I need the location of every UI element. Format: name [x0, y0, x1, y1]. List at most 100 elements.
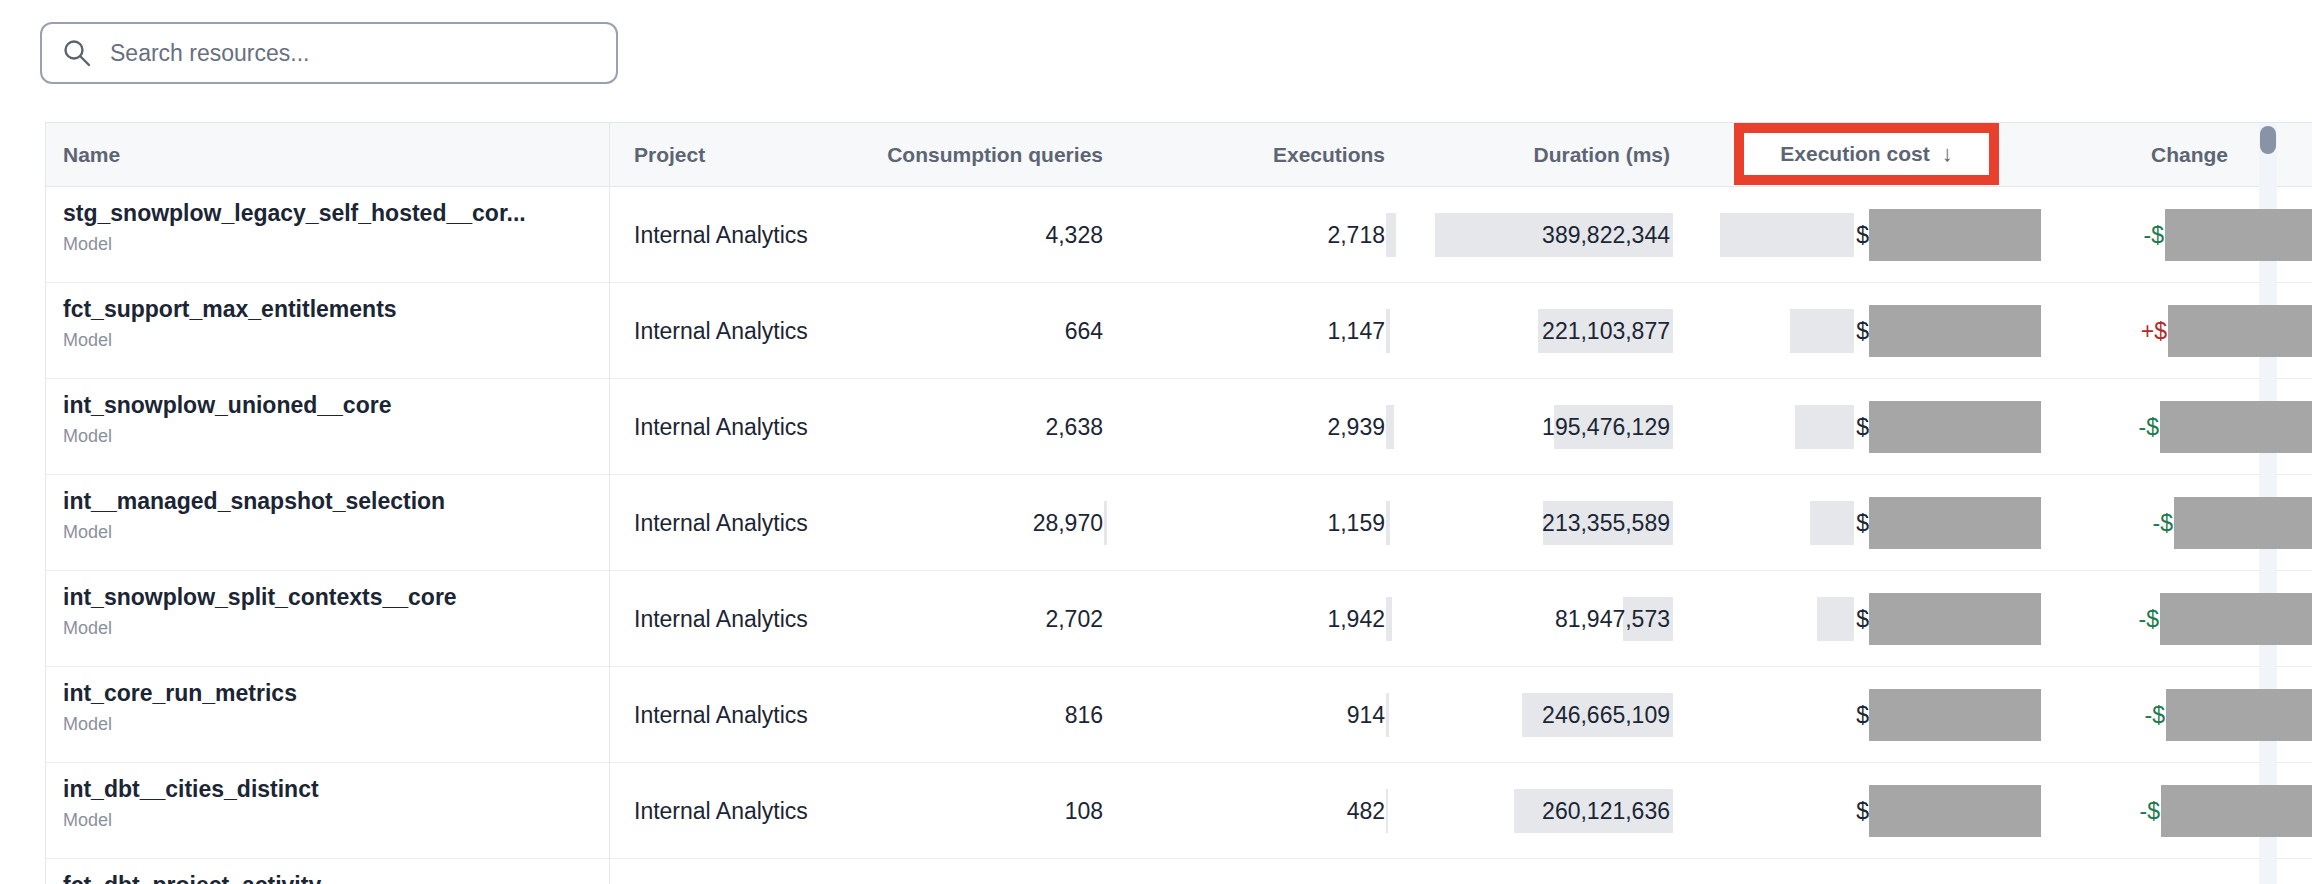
- change-redaction-block: [2166, 689, 2312, 741]
- executions-cell: 2,939: [1146, 379, 1385, 475]
- resource-name-link[interactable]: stg_snowplow_legacy_self_hosted__cor...: [63, 198, 593, 229]
- column-header-change[interactable]: Change: [2026, 123, 2228, 187]
- execution-cost-cell: $: [1396, 763, 2041, 859]
- cost-currency-prefix: $: [1856, 222, 1869, 249]
- resource-name-cell: fct_dbt_project_activity: [63, 870, 593, 884]
- column-header-project[interactable]: Project: [634, 123, 705, 187]
- table-row[interactable]: stg_snowplow_legacy_self_hosted__cor... …: [46, 187, 2312, 283]
- change-sign: -$: [2139, 606, 2159, 633]
- resource-name-link[interactable]: int_snowplow_split_contexts__core: [63, 582, 593, 613]
- consumption-queries-cell: 664: [746, 283, 1103, 379]
- consumption-queries-cell: 2,702: [746, 571, 1103, 667]
- table-row[interactable]: fct_support_max_entitlements Model Inter…: [46, 283, 2312, 379]
- change-sign: +$: [2141, 318, 2167, 345]
- table-row[interactable]: fct_dbt_project_activity: [46, 859, 2312, 884]
- cost-highlight-bar: [1720, 213, 1854, 257]
- cost-highlight-bar: [1817, 597, 1854, 641]
- table-row[interactable]: int_dbt__cities_distinct Model Internal …: [46, 763, 2312, 859]
- change-sign: -$: [2153, 510, 2173, 537]
- cost-highlight-bar: [1795, 405, 1854, 449]
- table-row[interactable]: int_snowplow_split_contexts__core Model …: [46, 571, 2312, 667]
- column-header-duration[interactable]: Duration (ms): [1426, 123, 1670, 187]
- resource-type-label: Model: [63, 616, 593, 641]
- table-row[interactable]: int_core_run_metrics Model Internal Anal…: [46, 667, 2312, 763]
- resource-type-label: Model: [63, 424, 593, 449]
- cost-highlight-bar: [1810, 501, 1854, 545]
- resource-name-link[interactable]: fct_dbt_project_activity: [63, 870, 593, 884]
- resource-name-link[interactable]: int_core_run_metrics: [63, 678, 593, 709]
- change-redaction-block: [2161, 785, 2312, 837]
- consumption-queries-value: 28,970: [1033, 510, 1103, 537]
- resource-name-link[interactable]: int_dbt__cities_distinct: [63, 774, 593, 805]
- resources-table: Name Project Consumption queries Executi…: [45, 122, 2312, 884]
- execution-cost-cell: $: [1396, 283, 2041, 379]
- change-sign: -$: [2140, 798, 2160, 825]
- column-header-consumption-queries[interactable]: Consumption queries: [746, 123, 1103, 187]
- consumption-queries-value: 664: [1065, 318, 1103, 345]
- executions-highlight-bar: [1386, 213, 1396, 257]
- executions-cell: 1,942: [1146, 571, 1385, 667]
- executions-highlight-bar: [1386, 693, 1389, 737]
- executions-value: 1,147: [1327, 318, 1385, 345]
- resources-page: Name Project Consumption queries Executi…: [0, 0, 2312, 884]
- cost-redaction-block: [1869, 593, 2041, 645]
- cost-currency-prefix: $: [1856, 798, 1869, 825]
- resource-name-cell: fct_support_max_entitlements Model: [63, 294, 593, 353]
- duration-value: 195,476,129: [1542, 414, 1670, 441]
- change-sign: -$: [2139, 414, 2159, 441]
- resource-name-cell: stg_snowplow_legacy_self_hosted__cor... …: [63, 198, 593, 257]
- cost-currency-prefix: $: [1856, 414, 1869, 441]
- change-sign: -$: [2144, 222, 2164, 249]
- cost-redaction-block: [1869, 209, 2041, 261]
- cost-currency-prefix: $: [1856, 702, 1869, 729]
- resource-name-link[interactable]: int__managed_snapshot_selection: [63, 486, 593, 517]
- executions-highlight-bar: [1386, 789, 1388, 833]
- resource-name-link[interactable]: fct_support_max_entitlements: [63, 294, 593, 325]
- executions-highlight-bar: [1386, 405, 1394, 449]
- executions-cell: 1,159: [1146, 475, 1385, 571]
- consumption-queries-value: 108: [1065, 798, 1103, 825]
- cost-redaction-block: [1869, 401, 2041, 453]
- execution-cost-cell: $: [1396, 667, 2041, 763]
- executions-cell: 1,147: [1146, 283, 1385, 379]
- change-sign: -$: [2145, 702, 2165, 729]
- table-row[interactable]: int__managed_snapshot_selection Model In…: [46, 475, 2312, 571]
- table-header: Name Project Consumption queries Executi…: [46, 123, 2312, 187]
- consumption-queries-value: 2,638: [1045, 414, 1103, 441]
- resource-name-link[interactable]: int_snowplow_unioned__core: [63, 390, 593, 421]
- column-header-name[interactable]: Name: [63, 123, 120, 187]
- change-redaction-block: [2165, 209, 2312, 261]
- resource-name-cell: int_snowplow_unioned__core Model: [63, 390, 593, 449]
- cost-highlight-bar: [1790, 309, 1854, 353]
- executions-value: 1,159: [1327, 510, 1385, 537]
- duration-value: 260,121,636: [1542, 798, 1670, 825]
- resource-name-cell: int_dbt__cities_distinct Model: [63, 774, 593, 833]
- cost-currency-prefix: $: [1856, 510, 1869, 537]
- execution-cost-cell: $: [1396, 571, 2041, 667]
- cost-redaction-block: [1869, 689, 2041, 741]
- consumption-queries-cell: 28,970: [746, 475, 1103, 571]
- search-icon: [62, 38, 92, 68]
- scrollbar-thumb[interactable]: [2260, 126, 2276, 154]
- executions-value: 1,942: [1327, 606, 1385, 633]
- execution-cost-cell: $: [1396, 187, 2041, 283]
- executions-value: 2,718: [1327, 222, 1385, 249]
- search-box[interactable]: [40, 22, 618, 84]
- table-row[interactable]: int_snowplow_unioned__core Model Interna…: [46, 379, 2312, 475]
- resource-type-label: Model: [63, 808, 593, 833]
- executions-highlight-bar: [1386, 597, 1392, 641]
- column-header-executions[interactable]: Executions: [1146, 123, 1385, 187]
- duration-value: 213,355,589: [1542, 510, 1670, 537]
- execution-cost-cell: $: [1396, 379, 2041, 475]
- search-input[interactable]: [110, 40, 596, 67]
- executions-cell: 914: [1146, 667, 1385, 763]
- consumption-queries-value: 4,328: [1045, 222, 1103, 249]
- table-body: stg_snowplow_legacy_self_hosted__cor... …: [46, 187, 2312, 884]
- execution-cost-sort-annotation-box[interactable]: Execution cost ↓: [1734, 123, 1999, 185]
- executions-highlight-bar: [1386, 309, 1390, 353]
- resource-type-label: Model: [63, 520, 593, 545]
- name-column-divider: [609, 123, 610, 884]
- resource-name-cell: int__managed_snapshot_selection Model: [63, 486, 593, 545]
- cost-currency-prefix: $: [1856, 606, 1869, 633]
- cost-currency-prefix: $: [1856, 318, 1869, 345]
